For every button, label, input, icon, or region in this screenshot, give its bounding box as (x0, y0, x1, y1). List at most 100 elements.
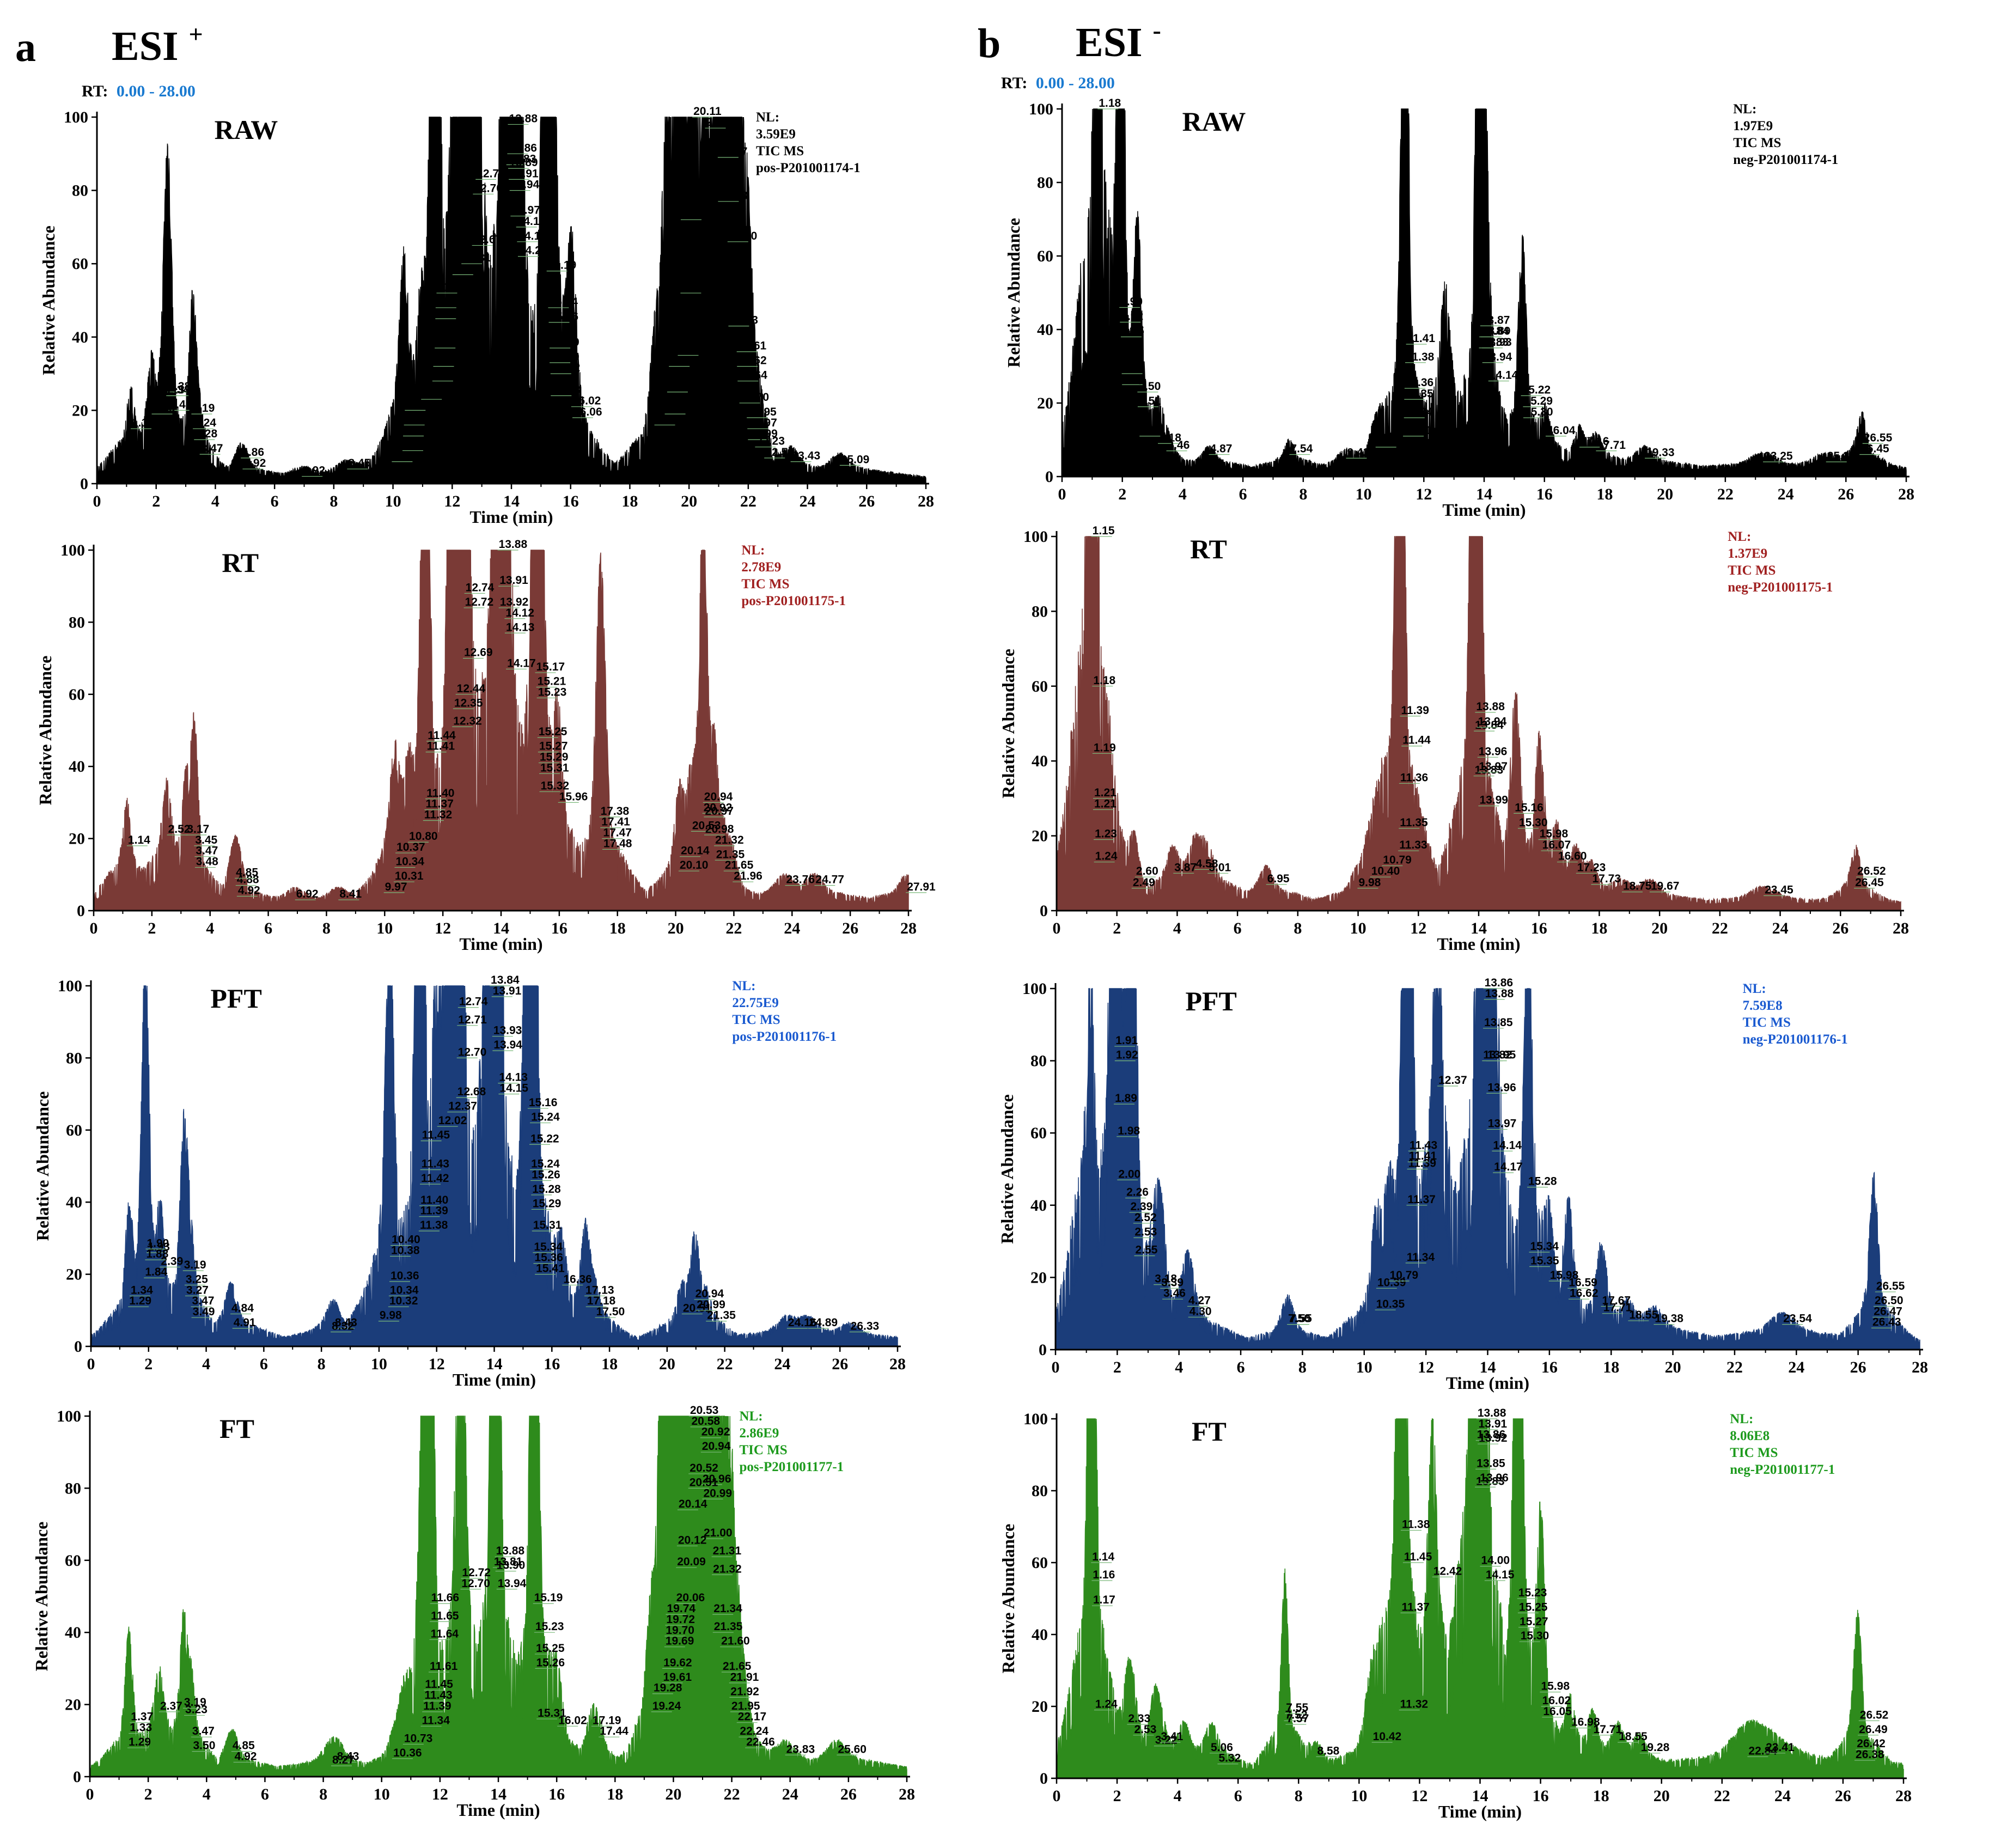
peak-label: 27.91 (907, 881, 936, 893)
y-axis-label: Relative Abundance (998, 649, 1018, 798)
x-tick-label: 8 (322, 919, 331, 937)
nl-info-line: pos-P201001174-1 (756, 161, 861, 175)
y-tick-label: 0 (77, 902, 85, 920)
y-tick-label: 60 (1030, 1124, 1047, 1142)
peak-label: 11.61 (430, 1660, 458, 1673)
peak-label: 20.09 (677, 1556, 706, 1568)
peak-label: 11.44 (1402, 734, 1431, 747)
chart-title: FT (1192, 1416, 1227, 1447)
peak-label: 20.98 (705, 823, 734, 835)
peak-label: 7.50 (1288, 1313, 1310, 1325)
peak-label: 14.17 (507, 657, 536, 669)
peak-label: 14.12 (505, 607, 534, 619)
peak-label: 3.19 (192, 402, 215, 414)
x-tick-label: 4 (211, 492, 219, 510)
peak-label: 10.37 (396, 841, 425, 853)
peak-label: 13.81 (494, 1556, 523, 1568)
peak-label: 15.33 (552, 383, 581, 396)
y-tick-label: 100 (60, 541, 85, 559)
peak-label: 21.97 (748, 417, 777, 429)
x-tick-label: 10 (1356, 1358, 1372, 1376)
peak-label: 15.22 (530, 1132, 559, 1145)
peak-label: 10.40 (406, 398, 435, 411)
peak-label: 20.96 (703, 1473, 731, 1485)
peak-label: 11.39 (420, 1205, 448, 1217)
peak-label: 11.37 (1401, 1601, 1429, 1613)
peak-label: 14.13 (499, 1071, 528, 1084)
peak-label: 15.24 (531, 1158, 560, 1170)
y-tick-label: 100 (1023, 528, 1048, 546)
peak-label: 13.86 (1477, 1429, 1506, 1441)
x-tick-label: 8 (1298, 1358, 1307, 1376)
peak-label: 3.50 (193, 1740, 216, 1752)
peak-label: 13.86 (1485, 977, 1514, 989)
x-tick-label: 14 (1472, 1787, 1488, 1805)
nl-info-line: 1.97E9 (1733, 119, 1773, 133)
peak-label: 12.70 (458, 1046, 487, 1058)
x-tick-label: 10 (385, 492, 401, 510)
peak-label: 5.01 (1209, 861, 1231, 874)
peak-label: 2.52 (168, 823, 191, 835)
peak-label: 10.34 (390, 1284, 419, 1296)
panel-b-mode-sup: - (1153, 16, 1161, 44)
peak-label: 11.41 (427, 740, 455, 753)
peak-label: 11.39 (423, 1700, 451, 1712)
peak-label: 11.44 (428, 729, 456, 742)
peak-label: 6.92 (303, 465, 325, 477)
peak-label: 4.86 (242, 446, 264, 459)
peak-label: 13.84 (1480, 325, 1509, 338)
peak-label: 21.92 (730, 1685, 759, 1698)
x-tick-label: 12 (1410, 919, 1426, 937)
x-tick-label: 8 (319, 1785, 327, 1803)
y-tick-label: 60 (72, 255, 88, 273)
x-tick-label: 6 (260, 1355, 268, 1373)
peak-label: 1.24 (1095, 850, 1118, 863)
peak-label: 21.95 (748, 406, 777, 418)
peak-label: 17.73 (1592, 873, 1621, 885)
x-tick-label: 16 (1536, 485, 1553, 503)
x-tick-label: 6 (264, 919, 272, 937)
x-tick-label: 24 (1788, 1358, 1804, 1376)
x-tick-label: 24 (800, 492, 816, 510)
peak-label: 11.64 (431, 1627, 459, 1640)
x-tick-label: 24 (1772, 919, 1789, 937)
peak-label: 19.69 (666, 1635, 694, 1648)
peak-label: 3.18 (1159, 431, 1181, 444)
peak-label: 19.33 (1646, 446, 1675, 459)
peak-label: 10.34 (395, 856, 424, 868)
peak-label: 13.88 (499, 538, 528, 551)
peak-label: 10.39 (1377, 1276, 1406, 1289)
peak-label: 14.00 (1481, 1554, 1510, 1567)
peak-label: 14.17 (1494, 1161, 1523, 1173)
chart-title: PFT (210, 983, 261, 1014)
peak-label: 1.92 (1116, 1049, 1138, 1062)
peak-label: 1.18 (1099, 97, 1121, 109)
peak-label: 24.77 (815, 874, 844, 886)
peak-label: 12.79 (477, 167, 505, 180)
peak-label: 15.41 (536, 1263, 565, 1275)
y-tick-label: 60 (1032, 1554, 1048, 1572)
x-tick-label: 6 (261, 1785, 269, 1803)
peak-label: 14.14 (1490, 369, 1518, 382)
peak-label: 13.94 (1478, 715, 1507, 728)
nl-info-line: 22.75E9 (732, 996, 778, 1010)
peak-label: 23.43 (792, 450, 821, 462)
peak-label: 12.69 (464, 647, 493, 659)
peak-label: 7.52 (1285, 1709, 1308, 1721)
peak-label: 25.60 (838, 1743, 867, 1755)
peak-label: 3.19 (184, 1696, 206, 1709)
peak-label: 13.83 (1476, 1475, 1505, 1487)
peak-label: 3.17 (187, 823, 209, 835)
x-tick-label: 12 (444, 492, 460, 510)
peak-label: 2.52 (1134, 1211, 1157, 1224)
peak-label: 13.93 (1483, 336, 1512, 349)
peak-label: 13.91 (499, 574, 528, 587)
peak-label: 1.89 (1115, 1092, 1137, 1105)
x-tick-label: 20 (1665, 1358, 1681, 1376)
peak-label: 16.36 (563, 1273, 592, 1285)
peak-label: 13.84 (1475, 719, 1504, 731)
peak-label: 13.85 (1484, 1016, 1513, 1029)
chromatogram-trace (96, 117, 926, 484)
